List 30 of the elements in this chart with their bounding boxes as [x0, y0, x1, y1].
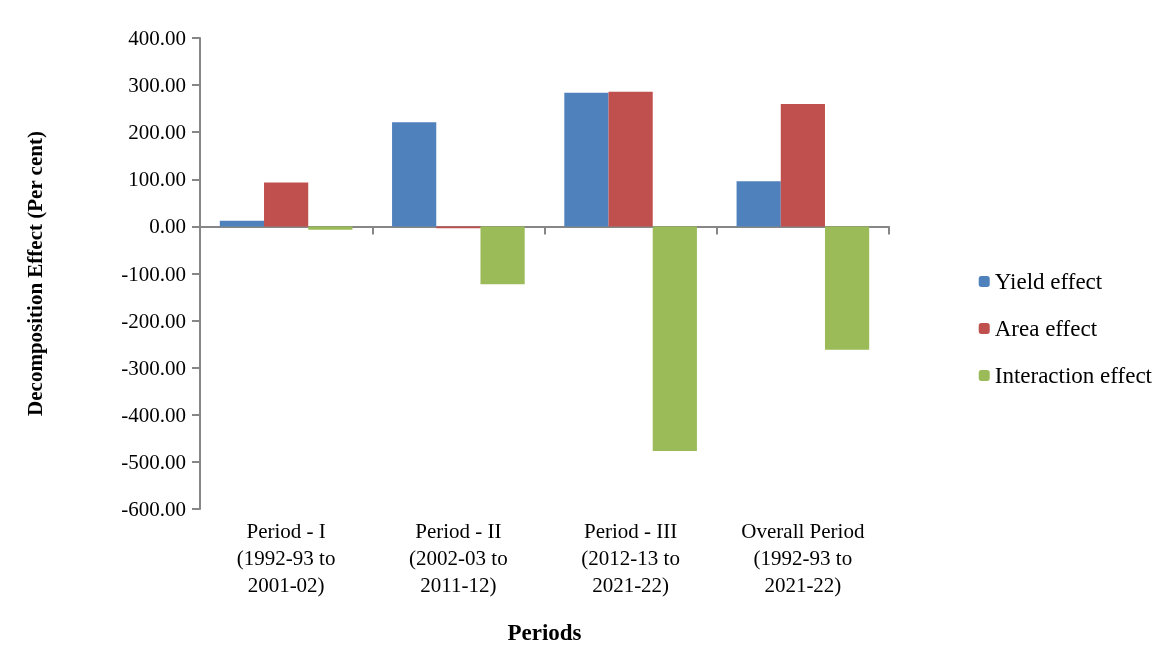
- bar: [392, 122, 437, 227]
- bar: [780, 103, 825, 227]
- x-tick-label: Period - I (1992-93 to 2001-02): [236, 518, 336, 597]
- bar: [736, 181, 781, 227]
- bar: [308, 226, 353, 230]
- y-tick-label: -300.00: [121, 355, 186, 380]
- x-tick-label: Period - III (2012-13 to 2021-22): [581, 518, 680, 597]
- y-tick-label: 300.00: [128, 73, 186, 98]
- y-tick-label: -200.00: [121, 308, 186, 333]
- legend-label: Interaction effect: [994, 363, 1153, 388]
- legend-label: Area effect: [994, 316, 1098, 341]
- legend-label: Yield effect: [994, 269, 1103, 294]
- y-tick-label: -400.00: [121, 402, 186, 427]
- bar: [480, 226, 525, 285]
- y-tick-label: 400.00: [128, 26, 186, 50]
- bar: [264, 182, 309, 227]
- y-tick-label: -100.00: [121, 261, 186, 286]
- x-tick-label: Overall Period (1992-93 to 2021-22): [741, 518, 865, 597]
- bar: [652, 226, 697, 452]
- y-tick-label: -600.00: [121, 497, 186, 521]
- y-tick-label: 0.00: [149, 214, 186, 239]
- bar: [608, 91, 653, 227]
- y-tick-label: 100.00: [128, 167, 186, 192]
- bar: [564, 92, 609, 227]
- y-tick-label: -500.00: [121, 449, 186, 474]
- bar: [824, 226, 870, 350]
- x-tick-label: Period - II (2002-03 to 2011-12): [409, 518, 508, 597]
- x-axis-title: Periods: [507, 620, 582, 645]
- y-tick-label: 200.00: [128, 120, 186, 145]
- y-axis-title: Decomposition Effect (Per cent): [22, 131, 47, 416]
